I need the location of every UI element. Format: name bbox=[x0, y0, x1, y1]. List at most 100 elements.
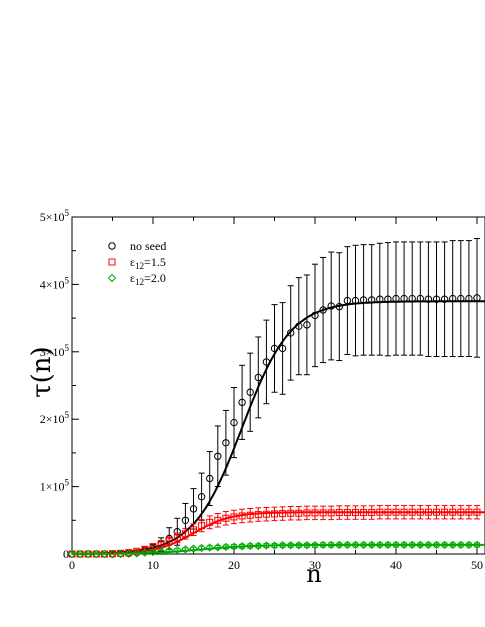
data-point bbox=[424, 295, 433, 303]
data-point bbox=[221, 542, 231, 552]
data-point bbox=[303, 321, 311, 329]
data-point bbox=[457, 294, 465, 303]
data-point bbox=[245, 541, 255, 551]
data-point bbox=[456, 540, 466, 550]
y-tick-label: 3×105 bbox=[40, 343, 70, 359]
data-point bbox=[465, 294, 473, 303]
data-point bbox=[156, 547, 166, 556]
legend-label: ε12=1.5 bbox=[130, 255, 166, 271]
data-point bbox=[319, 306, 327, 314]
data-point bbox=[181, 530, 189, 538]
y-tick-label: 5×105 bbox=[40, 208, 70, 224]
data-point bbox=[140, 548, 150, 557]
data-point bbox=[206, 474, 214, 483]
data-point bbox=[303, 509, 311, 517]
data-point bbox=[189, 505, 198, 513]
data-point bbox=[407, 540, 417, 550]
data-point bbox=[254, 541, 263, 551]
data-point bbox=[197, 493, 206, 501]
data-point bbox=[262, 541, 271, 550]
data-point bbox=[311, 509, 319, 517]
data-point bbox=[287, 329, 295, 337]
fit-curve bbox=[71, 300, 485, 555]
data-point bbox=[230, 513, 238, 521]
data-point bbox=[335, 302, 343, 311]
data-point bbox=[302, 541, 312, 550]
legend-marker bbox=[108, 258, 116, 266]
x-tick-label: 0 bbox=[69, 558, 75, 572]
x-tick-label: 30 bbox=[309, 558, 321, 572]
data-point bbox=[400, 294, 408, 303]
data-point bbox=[133, 547, 141, 555]
data-point bbox=[100, 549, 109, 559]
data-point bbox=[238, 398, 246, 407]
data-point bbox=[368, 296, 376, 304]
data-point bbox=[222, 439, 230, 447]
data-point bbox=[433, 508, 440, 516]
data-point bbox=[351, 296, 360, 305]
legend-subscript: 12 bbox=[135, 261, 144, 271]
legend-entry: ε12=1.5 bbox=[108, 255, 166, 271]
data-point bbox=[262, 510, 270, 518]
data-point bbox=[472, 540, 482, 550]
legend-label: ε12=2.0 bbox=[130, 271, 166, 287]
data-point bbox=[432, 295, 441, 303]
data-point bbox=[181, 516, 190, 524]
data-point bbox=[367, 540, 376, 550]
data-point bbox=[359, 540, 368, 550]
data-point bbox=[343, 509, 351, 517]
data-point bbox=[173, 545, 182, 555]
y-tick-mantissa: 5×10 bbox=[40, 210, 65, 224]
data-point bbox=[473, 294, 481, 302]
y-tick-mantissa: 4×10 bbox=[40, 277, 65, 291]
legend-text: ε bbox=[130, 271, 135, 285]
data-point bbox=[189, 544, 198, 553]
data-point bbox=[287, 509, 295, 517]
data-point bbox=[440, 295, 449, 303]
data-point bbox=[383, 540, 393, 550]
data-point bbox=[246, 388, 254, 396]
data-point bbox=[384, 508, 392, 516]
data-point bbox=[311, 311, 319, 320]
data-point bbox=[222, 514, 230, 522]
y-tick-label: 0 bbox=[63, 547, 69, 561]
data-point bbox=[270, 344, 279, 353]
data-point bbox=[230, 418, 238, 427]
data-point bbox=[214, 516, 222, 524]
x-tick-label: 40 bbox=[390, 558, 402, 572]
data-point bbox=[108, 549, 117, 559]
data-point bbox=[360, 509, 368, 517]
data-point bbox=[359, 296, 368, 304]
x-tick-label: 20 bbox=[228, 558, 240, 572]
data-point bbox=[327, 302, 335, 310]
data-point bbox=[237, 542, 247, 551]
data-point bbox=[213, 543, 223, 552]
y-tick-exponent: 5 bbox=[65, 343, 70, 353]
data-point bbox=[335, 509, 343, 517]
data-point bbox=[473, 508, 481, 516]
y-tick-mantissa: 3×10 bbox=[40, 345, 65, 359]
data-point bbox=[295, 509, 303, 517]
data-point bbox=[278, 344, 287, 353]
data-point bbox=[408, 508, 416, 516]
data-point bbox=[229, 542, 239, 551]
data-point bbox=[416, 508, 424, 516]
legend-text: no seed bbox=[130, 239, 166, 253]
data-point bbox=[271, 510, 278, 518]
data-point bbox=[206, 518, 214, 526]
data-point bbox=[173, 534, 181, 542]
data-point bbox=[375, 540, 385, 550]
data-point bbox=[352, 509, 359, 517]
data-point bbox=[294, 541, 304, 550]
data-point bbox=[254, 511, 262, 519]
data-point bbox=[190, 526, 197, 534]
data-point bbox=[376, 508, 384, 516]
x-tick-label: 10 bbox=[147, 558, 159, 572]
data-point bbox=[254, 373, 262, 382]
y-tick-mantissa: 1×10 bbox=[40, 480, 65, 494]
data-point bbox=[295, 322, 303, 330]
data-point bbox=[448, 540, 457, 550]
x-tick-label: 50 bbox=[471, 558, 483, 572]
